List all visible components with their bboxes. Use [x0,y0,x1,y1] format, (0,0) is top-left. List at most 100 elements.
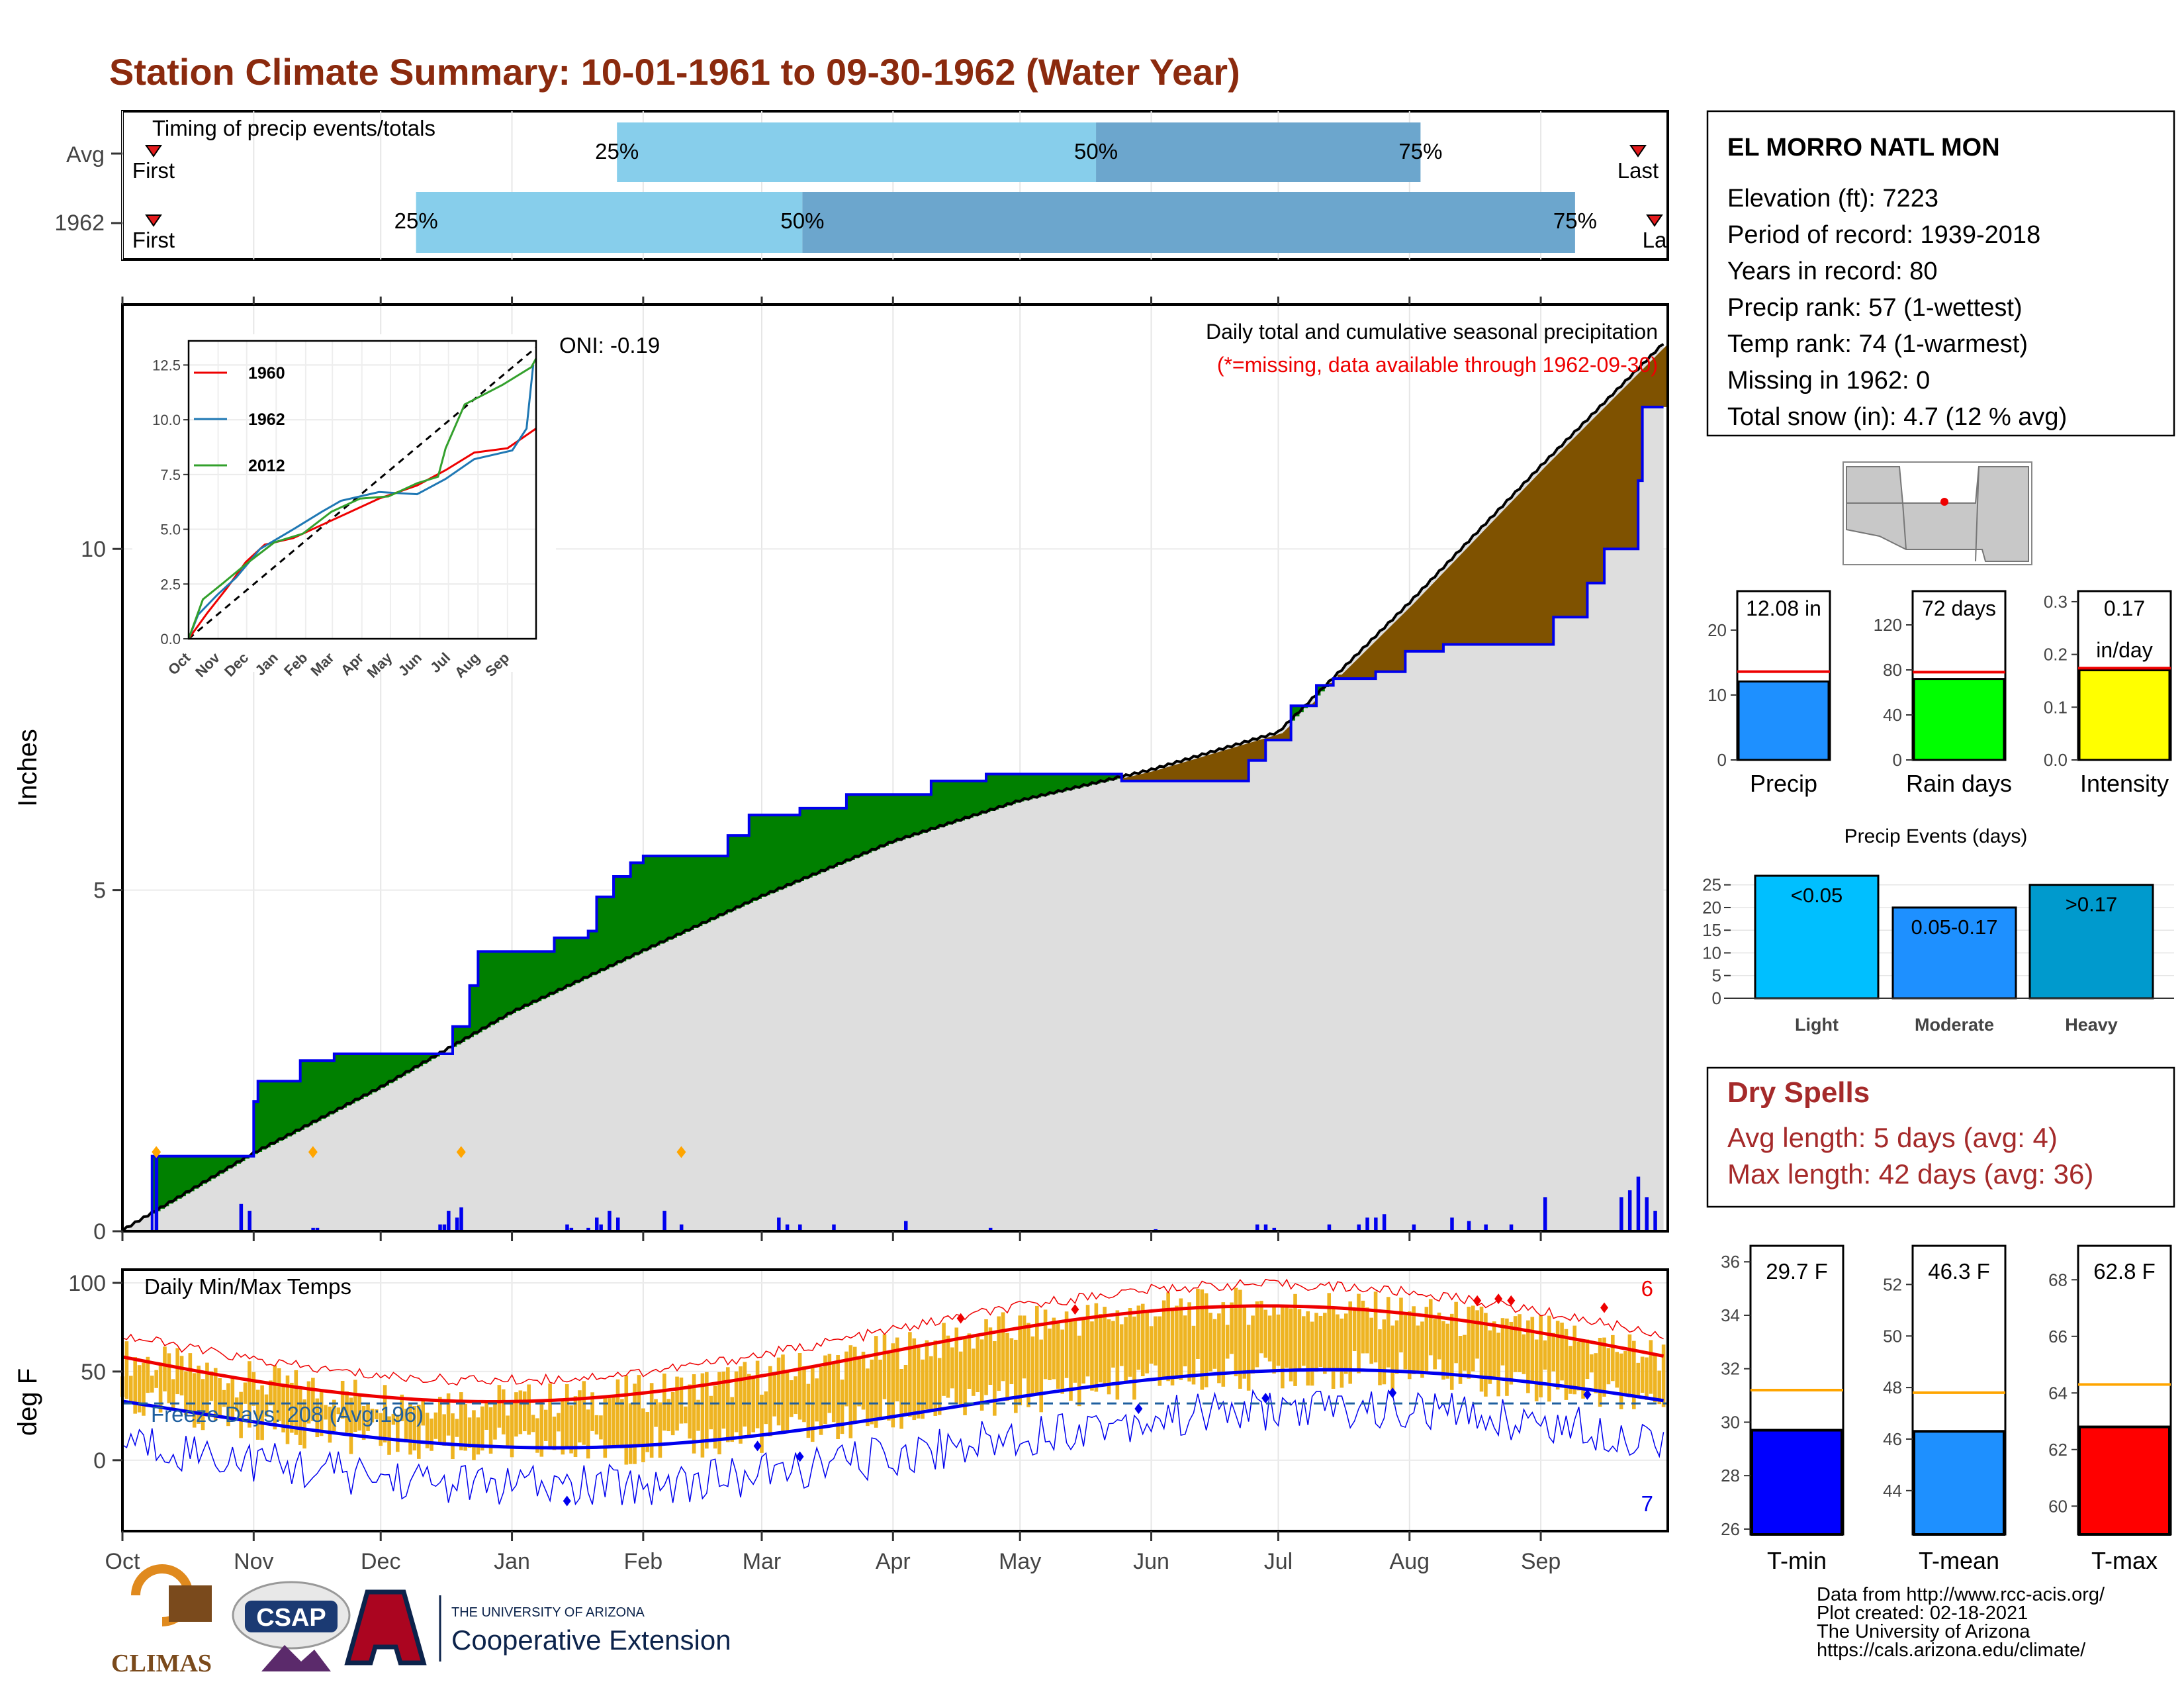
dry-spells-avg: Avg length: 5 days (avg: 4) [1727,1122,2058,1153]
daily-temp-bar [128,1376,133,1403]
record-max-count: 6 [1641,1276,1653,1301]
station-location-dot [1940,498,1948,506]
inset-legend-label: 1960 [248,364,285,383]
daily-temp-bar [882,1334,887,1399]
daily-temp-bar [1560,1323,1564,1381]
daily-precip-bar [832,1224,836,1231]
events-bar-label: Light [1795,1015,1839,1035]
tempbar-ytick-label: 60 [2048,1496,2068,1516]
daily-temp-bar [1348,1301,1353,1384]
daily-temp-bar [1594,1353,1598,1393]
daily-temp-bar [412,1405,417,1451]
station-line: Precip rank: 57 (1-wettest) [1727,294,2023,322]
daily-temp-bar [1526,1320,1530,1393]
daily-temp-bar [1331,1306,1336,1389]
daily-temp-bar [298,1389,302,1446]
daily-temp-bar [1505,1318,1509,1396]
intensity-value-label: 0.17 [2104,596,2145,620]
rain-ytick-label: 80 [1883,660,1902,680]
daily-temp-bar [340,1380,345,1419]
temp-plot-area [120,1278,1668,1507]
daily-temp-bar [234,1397,239,1412]
temp-ytick-label: 50 [81,1360,106,1385]
daily-temp-bar [1407,1311,1412,1380]
events-ytick-label: 25 [1702,875,1721,895]
daily-temp-bar [696,1399,700,1431]
tempbar-ytick-label: 52 [1883,1274,1902,1294]
daily-temp-bar [353,1380,357,1432]
daily-temp-bar [921,1359,925,1419]
daily-temp-bar [624,1375,629,1465]
daily-temp-bar [1475,1310,1479,1359]
dry-spells-max: Max length: 42 days (avg: 36) [1727,1158,2093,1190]
daily-temp-bar [1302,1316,1306,1366]
daily-temp-bar [1394,1320,1399,1374]
daily-temp-bar [776,1357,781,1426]
footer-org: The University of Arizona [1817,1621,2030,1642]
events-bar-tag: >0.17 [2066,893,2117,916]
month-label: Nov [234,1549,273,1574]
timing-label: Timing of precip events/totals [152,116,435,140]
daily-temp-bar [430,1418,433,1451]
daily-temp-bar [1602,1337,1606,1397]
daily-temp-bar [734,1371,739,1432]
tempbar-ytick-label: 68 [2048,1270,2068,1289]
last-label: La [1643,228,1667,252]
daily-temp-bar [730,1397,735,1442]
daily-temp-bar [255,1389,260,1440]
daily-temp-bar [628,1403,633,1464]
daily-temp-bar [408,1403,412,1455]
precip-panel: 0 5 10 Inches Daily total and cumulative s… [13,297,1669,1244]
daily-temp-bar [1539,1315,1543,1397]
daily-temp-bar [1158,1316,1162,1386]
daily-temp-bar [396,1415,400,1452]
daily-temp-bar [582,1381,586,1445]
climas-logo: CLIMAS [111,1564,212,1677]
daily-temp-bar [1306,1311,1310,1386]
daily-temp-bar [713,1385,717,1449]
daily-temp-bar [1530,1317,1535,1382]
daily-temp-bar [400,1394,404,1421]
daily-temp-bar [891,1343,895,1428]
daily-temp-bar [692,1374,696,1454]
daily-temp-bar [743,1362,747,1427]
daily-temp-bar [929,1356,933,1409]
daily-temp-bar [433,1412,438,1439]
daily-temp-bar [1390,1325,1394,1390]
daily-temp-bar [290,1382,294,1433]
daily-temp-bar [527,1384,531,1435]
daily-temp-bar [717,1372,721,1455]
daily-temp-bar [607,1398,612,1448]
daily-temp-bar [1378,1329,1382,1385]
precip-label: Precip [1750,770,1817,797]
daily-temp-bar [264,1394,269,1417]
precip-bar [1737,680,1830,761]
daily-temp-bar [1581,1339,1585,1399]
daily-temp-bar [1534,1339,1539,1401]
daily-temp-bar [158,1362,163,1413]
daily-temp-bar [1217,1313,1221,1383]
daily-precip-bar [608,1211,612,1231]
record-high-marker [1494,1293,1503,1305]
daily-temp-bar [1454,1301,1458,1364]
daily-temp-bar [218,1378,222,1417]
daily-temp-bar [1048,1329,1052,1380]
daily-temp-bar [988,1327,993,1385]
daily-temp-bar [281,1386,285,1432]
daily-temp-bar [997,1316,1001,1391]
daily-precip-bar [599,1224,603,1231]
daily-temp-bar [1001,1312,1005,1382]
daily-temp-bar [967,1333,972,1389]
daily-temp-bar [976,1334,980,1393]
tempbar-ytick-label: 62 [2048,1440,2068,1460]
daily-precip-bar [239,1203,244,1231]
daily-temp-bar [142,1362,146,1416]
daily-precip-bar [442,1224,447,1231]
daily-precip-bar [988,1227,993,1231]
daily-temp-bar [1069,1321,1073,1401]
precip-ytick-label: 0 [93,1219,106,1244]
daily-temp-bar [273,1365,277,1430]
first-label: First [132,158,175,183]
daily-temp-bar [1263,1309,1268,1358]
daily-temp-bar [1081,1318,1085,1384]
